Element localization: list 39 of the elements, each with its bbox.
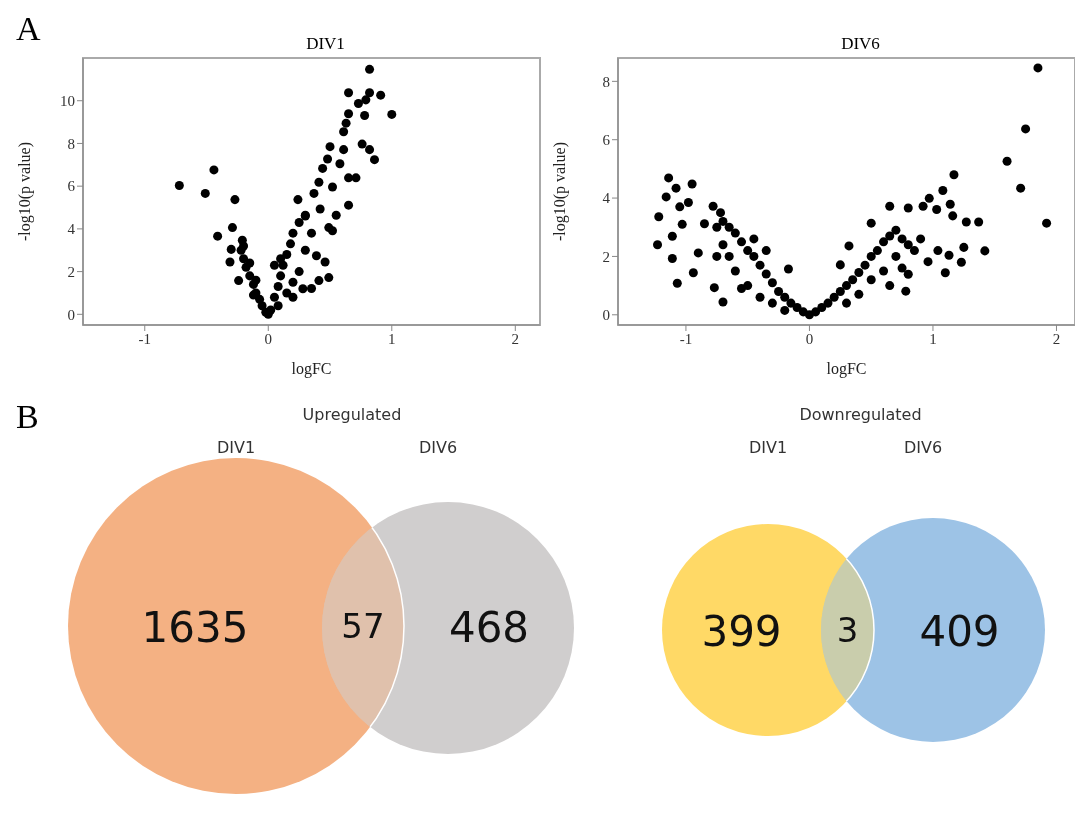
- y-tick-label: 0: [67, 306, 75, 323]
- x-tick-label: 0: [805, 330, 814, 347]
- text: A: [16, 10, 41, 48]
- chart-title: DIV1: [305, 34, 346, 54]
- text: 399: [701, 607, 782, 656]
- category-label: DIV1: [748, 438, 788, 457]
- text: 1635: [141, 603, 249, 652]
- y-tick-label: 4: [67, 221, 76, 238]
- x-tick-label: -1: [138, 330, 152, 347]
- y-tick-label: 4: [602, 190, 611, 207]
- category-label: DIV6: [418, 438, 458, 457]
- text: 409: [919, 607, 1000, 656]
- y-tick-label: 6: [602, 132, 611, 149]
- x-axis-title: logFC: [291, 360, 332, 379]
- y-tick-label: 8: [602, 73, 610, 90]
- text: 468: [448, 603, 530, 652]
- category-label: DIV6: [903, 438, 943, 457]
- x-tick-label: 1: [388, 330, 396, 347]
- x-tick-label: -1: [679, 330, 693, 347]
- x-tick-label: 2: [1052, 330, 1061, 347]
- text: 57: [341, 606, 385, 646]
- x-tick-label: 1: [929, 330, 937, 347]
- y-axis-title: -log10(p value): [550, 141, 569, 242]
- y-tick-label: 8: [67, 135, 75, 152]
- y-tick-label: 10: [60, 93, 75, 110]
- y-tick-label: 6: [67, 178, 76, 195]
- text: Downregulated: [799, 405, 922, 424]
- chart-title: DIV6: [840, 34, 881, 54]
- text: B: [16, 398, 39, 435]
- y-axis-title: -log10(p value): [15, 141, 34, 242]
- text: 3: [836, 610, 859, 650]
- category-label: DIV1: [216, 438, 256, 457]
- x-axis-title: logFC: [826, 360, 867, 379]
- text: Upregulated: [302, 405, 402, 424]
- x-tick-label: 2: [511, 330, 520, 347]
- x-tick-label: 0: [264, 330, 273, 347]
- y-tick-label: 2: [67, 263, 75, 280]
- y-tick-label: 2: [602, 248, 610, 265]
- y-tick-label: 0: [602, 307, 610, 324]
